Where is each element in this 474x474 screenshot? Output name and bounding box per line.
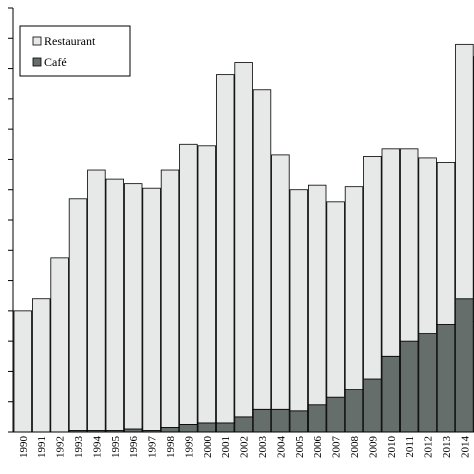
bar-restaurant-2011 [399,148,419,342]
bar-restaurant-2010 [381,148,401,357]
legend-box [19,25,131,77]
bar-restaurant-2000 [197,145,217,424]
legend-swatch-restaurant [32,36,42,46]
bar-cafe-2000 [197,422,217,433]
x-tick-label: 2014 [459,436,471,459]
legend: Restaurant Café [19,25,131,77]
x-tick-label: 2000 [202,436,214,459]
x-tick-label: 2011 [404,436,416,458]
x-tick-label: 2010 [386,436,398,459]
bar-restaurant-2007 [326,201,345,398]
bar-restaurant-2006 [307,184,327,406]
bar-cafe-2004 [271,408,290,433]
bar-cafe-2010 [381,355,401,433]
x-tick-label: 2001 [220,436,232,458]
x-tick-label: 1996 [128,436,140,459]
x-tick-label: 1994 [91,436,103,459]
x-tick-label: 1999 [183,436,195,459]
bar-cafe-2011 [399,340,419,433]
bar-restaurant-2014 [455,43,474,300]
bar-restaurant-2002 [234,62,253,418]
bar-cafe-2008 [344,389,364,433]
legend-label-restaurant: Restaurant [44,34,96,48]
x-tick-label: 1991 [36,436,48,458]
x-tick-label: 1992 [55,436,67,458]
x-tick-label: 2006 [312,436,324,459]
x-tick-label: 2007 [331,436,343,459]
bars-group [13,43,474,433]
bar-restaurant-1998 [160,169,180,428]
bar-restaurant-1993 [68,198,88,431]
x-tick-label: 1998 [165,436,177,459]
bar-cafe-2002 [234,416,253,433]
bar-restaurant-2013 [436,162,456,325]
bar-cafe-2012 [418,333,437,433]
x-tick-label: 2012 [423,436,435,458]
bar-restaurant-1999 [179,143,198,425]
bar-restaurant-2009 [363,155,382,380]
bar-restaurant-2003 [252,89,272,410]
bar-restaurant-2005 [289,189,309,412]
legend-swatch-cafe [32,57,42,67]
x-tick-label: 2009 [367,436,379,459]
bar-restaurant-1994 [87,169,106,431]
bar-restaurant-1991 [32,298,51,433]
bar-restaurant-1992 [50,257,69,433]
bar-restaurant-2008 [344,186,364,391]
bar-restaurant-1996 [124,183,143,430]
bar-cafe-2009 [363,378,382,433]
bar-restaurant-1990 [13,310,33,433]
x-tick-label: 2005 [294,436,306,459]
y-ticks-group [8,7,13,433]
x-tick-label: 1997 [147,436,159,459]
x-tick-label: 1990 [18,436,30,459]
bar-cafe-2013 [436,324,456,433]
bar-cafe-1999 [179,424,198,433]
x-tick-label: 2003 [257,436,269,459]
bar-cafe-2005 [289,410,309,433]
x-tick-label: 1995 [110,436,122,459]
legend-label-cafe: Café [44,55,67,69]
bar-restaurant-2001 [215,74,235,424]
x-tick-labels-group: 1990 1991 1992 1993 1994 1995 1996 1997 1998 1999… [18,436,472,459]
x-tick-label: 1993 [73,436,85,459]
bar-cafe-2007 [326,396,345,433]
bar-restaurant-2004 [271,154,290,410]
x-tick-label: 2008 [349,436,361,459]
bar-restaurant-1997 [142,187,161,431]
x-tick-label: 2002 [239,436,251,458]
bar-cafe-2014 [455,298,474,433]
bar-cafe-2003 [252,408,272,433]
bar-cafe-2001 [215,422,235,433]
bar-cafe-1998 [160,427,180,433]
x-tick-label: 2013 [441,436,453,459]
bar-cafe-2006 [307,404,327,433]
x-tick-label: 2004 [275,436,287,459]
bar-restaurant-1995 [105,178,125,431]
bar-restaurant-2012 [418,157,437,334]
